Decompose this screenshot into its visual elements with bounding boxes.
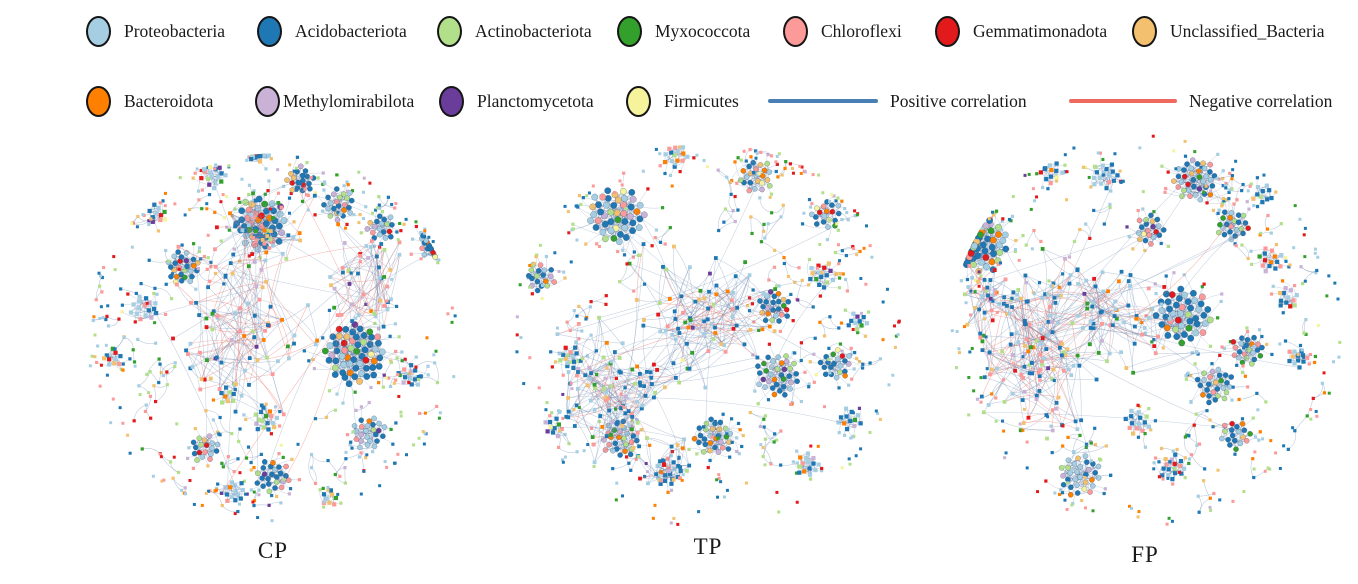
panel-label-tp: TP — [693, 534, 723, 559]
legend-label: Gemmatimonadota — [973, 20, 1108, 41]
panel-label-cp: CP — [257, 538, 289, 563]
legend-label: Myxococcota — [655, 20, 751, 41]
network-graph-tp — [506, 131, 910, 535]
panel-label-fp: FP — [1131, 542, 1159, 567]
legend-label: Negative correlation — [1189, 90, 1333, 111]
legend-item-proteobacteria: Proteobacteria — [86, 15, 226, 47]
actinobacteriota-swatch-icon — [437, 15, 462, 47]
legend-label: Firmicutes — [664, 90, 739, 111]
legend-label: Bacteroidota — [124, 90, 214, 111]
legend-label: Actinobacteriota — [475, 20, 592, 41]
legend-item-acidobacteriota: Acidobacteriota — [257, 15, 407, 47]
firmicutes-swatch-icon — [626, 85, 651, 117]
chloroflexi-swatch-icon — [783, 15, 808, 47]
legend-label: Unclassified_Bacteria — [1170, 20, 1325, 41]
legend-label: Positive correlation — [890, 90, 1027, 111]
network-graph-cp — [79, 142, 467, 530]
planctomycetota-swatch-icon — [439, 85, 464, 117]
legend-item-planctomycetota: Planctomycetota — [439, 85, 594, 117]
unclassified-bacteria-swatch-icon — [1132, 15, 1157, 47]
gemmatimonadota-swatch-icon — [935, 15, 960, 47]
network-graph-fp — [941, 126, 1349, 534]
proteobacteria-swatch-icon — [86, 15, 111, 47]
legend-label: Acidobacteriota — [295, 20, 407, 41]
legend-item-unclassified-bacteria: Unclassified_Bacteria — [1132, 15, 1325, 47]
legend-item-methylomirabilota: Methylomirabilota — [255, 85, 415, 117]
acidobacteriota-swatch-icon — [257, 15, 282, 47]
legend-label: Proteobacteria — [124, 20, 226, 41]
legend-item-positive-correlation: Positive correlation — [768, 86, 1027, 116]
legend-label: Chloroflexi — [821, 20, 902, 41]
legend-label: Planctomycetota — [477, 90, 594, 111]
methylomirabilota-swatch-icon — [255, 85, 280, 117]
legend-item-bacteroidota: Bacteroidota — [86, 85, 214, 117]
legend-item-gemmatimonadota: Gemmatimonadota — [935, 15, 1108, 47]
negative-correlation-line-icon — [1069, 99, 1177, 103]
legend-item-myxococcota: Myxococcota — [617, 15, 751, 47]
positive-correlation-line-icon — [768, 99, 878, 103]
bacteroidota-swatch-icon — [86, 85, 111, 117]
legend-item-firmicutes: Firmicutes — [626, 85, 739, 117]
legend-item-negative-correlation: Negative correlation — [1069, 86, 1332, 116]
legend-label: Methylomirabilota — [283, 90, 415, 111]
legend-item-chloroflexi: Chloroflexi — [783, 15, 902, 47]
myxococcota-swatch-icon — [617, 15, 642, 47]
legend-item-actinobacteriota: Actinobacteriota — [437, 15, 592, 47]
